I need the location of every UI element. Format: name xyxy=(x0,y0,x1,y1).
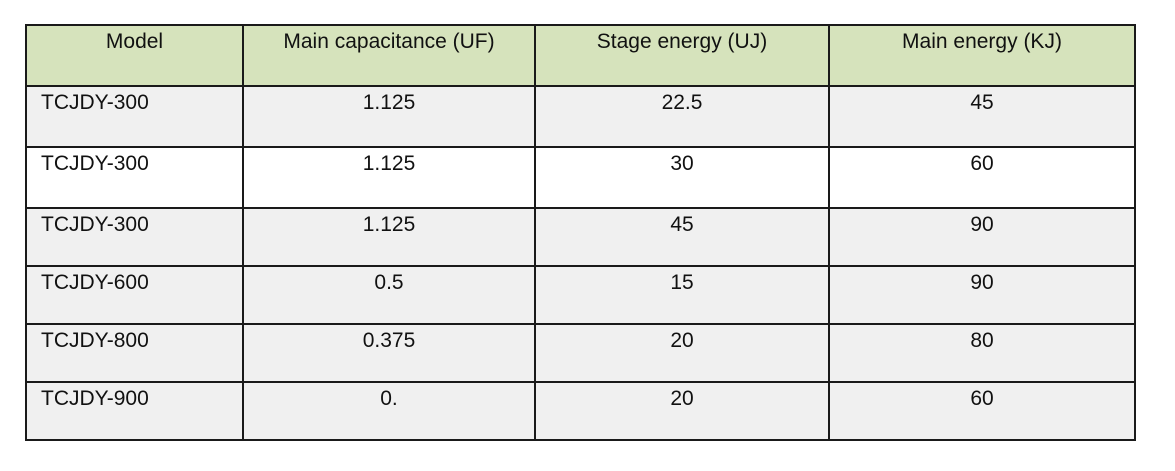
table-row: TCJDY-300 1.125 30 60 xyxy=(25,146,1136,209)
cell-stage-energy: 22.5 xyxy=(534,85,830,148)
cell-model: TCJDY-900 xyxy=(25,381,244,441)
cell-main-energy: 90 xyxy=(828,207,1136,267)
cell-main-capacitance: 0.5 xyxy=(242,265,536,325)
cell-main-energy: 45 xyxy=(828,85,1136,148)
cell-model: TCJDY-300 xyxy=(25,85,244,148)
cell-model: TCJDY-300 xyxy=(25,207,244,267)
header-model: Model xyxy=(25,24,244,87)
table-row: TCJDY-300 1.125 22.5 45 xyxy=(25,85,1136,148)
table-row: TCJDY-800 0.375 20 80 xyxy=(25,323,1136,383)
cell-model: TCJDY-600 xyxy=(25,265,244,325)
cell-main-energy: 90 xyxy=(828,265,1136,325)
cell-stage-energy: 20 xyxy=(534,381,830,441)
header-stage-energy: Stage energy (UJ) xyxy=(534,24,830,87)
cell-main-capacitance: 0.375 xyxy=(242,323,536,383)
cell-main-capacitance: 0. xyxy=(242,381,536,441)
cell-main-capacitance: 1.125 xyxy=(242,207,536,267)
table-row: TCJDY-900 0. 20 60 xyxy=(25,381,1136,441)
spec-table: Model Main capacitance (UF) Stage energy… xyxy=(25,24,1136,441)
table-row: TCJDY-600 0.5 15 90 xyxy=(25,265,1136,325)
cell-stage-energy: 45 xyxy=(534,207,830,267)
cell-model: TCJDY-800 xyxy=(25,323,244,383)
cell-stage-energy: 30 xyxy=(534,146,830,209)
header-main-energy: Main energy (KJ) xyxy=(828,24,1136,87)
cell-main-energy: 60 xyxy=(828,146,1136,209)
cell-stage-energy: 15 xyxy=(534,265,830,325)
header-main-capacitance: Main capacitance (UF) xyxy=(242,24,536,87)
cell-stage-energy: 20 xyxy=(534,323,830,383)
cell-main-energy: 80 xyxy=(828,323,1136,383)
cell-model: TCJDY-300 xyxy=(25,146,244,209)
cell-main-energy: 60 xyxy=(828,381,1136,441)
cell-main-capacitance: 1.125 xyxy=(242,85,536,148)
table-row: TCJDY-300 1.125 45 90 xyxy=(25,207,1136,267)
cell-main-capacitance: 1.125 xyxy=(242,146,536,209)
table-header-row: Model Main capacitance (UF) Stage energy… xyxy=(25,24,1136,87)
